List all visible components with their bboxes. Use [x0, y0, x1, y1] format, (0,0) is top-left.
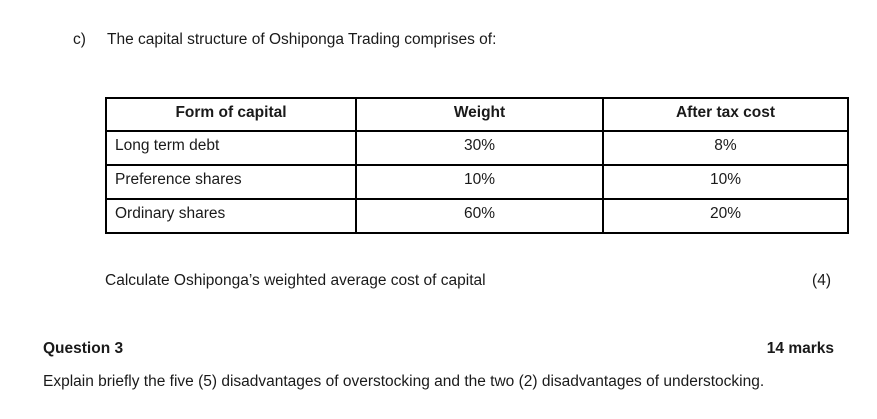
- question-c-text: The capital structure of Oshiponga Tradi…: [107, 31, 497, 48]
- task-text: Calculate Oshiponga’s weighted average c…: [105, 272, 486, 289]
- header-after-tax-cost: After tax cost: [602, 97, 849, 132]
- cell-form: Preference shares: [105, 164, 357, 200]
- cell-form: Ordinary shares: [105, 198, 357, 234]
- task-marks: (4): [812, 272, 831, 289]
- header-weight: Weight: [355, 97, 604, 132]
- cell-after-tax-cost: 20%: [602, 198, 849, 234]
- cell-weight: 30%: [355, 130, 604, 166]
- question-marks: 14 marks: [766, 340, 834, 357]
- table-row: Ordinary shares 60% 20%: [105, 198, 849, 234]
- header-form-of-capital: Form of capital: [105, 97, 357, 132]
- table-row: Preference shares 10% 10%: [105, 164, 849, 200]
- task-line: Calculate Oshiponga’s weighted average c…: [105, 272, 831, 290]
- table-header-row: Form of capital Weight After tax cost: [105, 97, 849, 132]
- cell-after-tax-cost: 8%: [602, 130, 849, 166]
- question-c-line: c) The capital structure of Oshiponga Tra…: [73, 31, 496, 49]
- question-text: Explain briefly the five (5) disadvantag…: [43, 373, 765, 390]
- cell-form: Long term debt: [105, 130, 357, 166]
- table-row: Long term debt 30% 8%: [105, 130, 849, 166]
- cell-weight: 60%: [355, 198, 604, 234]
- cell-weight: 10%: [355, 164, 604, 200]
- question-heading: Question 3: [43, 340, 124, 357]
- cell-after-tax-cost: 10%: [602, 164, 849, 200]
- question-3-heading-line: Question 3 14 marks: [43, 340, 834, 358]
- capital-structure-table: Form of capital Weight After tax cost Lo…: [105, 97, 849, 234]
- question-c-label: c): [73, 31, 86, 48]
